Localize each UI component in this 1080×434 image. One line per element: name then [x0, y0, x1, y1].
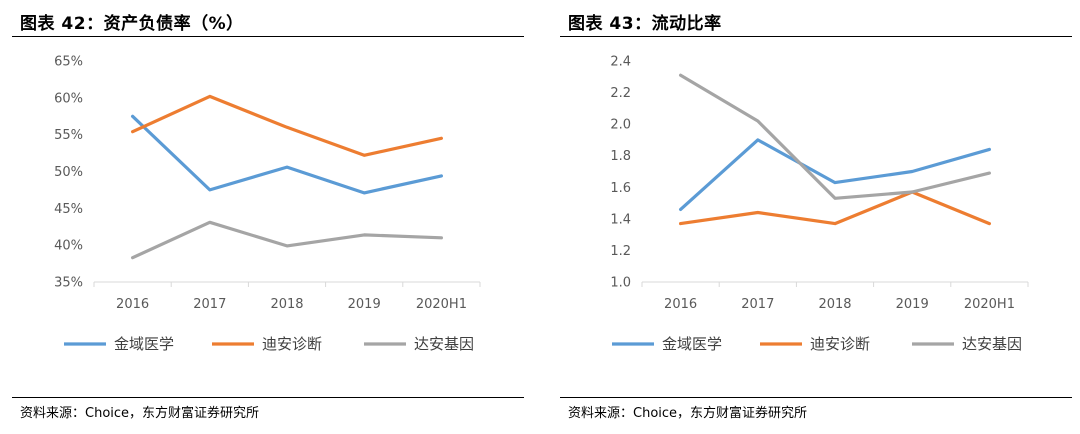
chart-title: 图表 43：流动比率: [568, 14, 722, 34]
x-tick-label: 2020H1: [416, 297, 467, 312]
series-line: [678, 190, 991, 226]
x-tick-label: 2018: [270, 297, 303, 312]
y-tick-label: 55%: [54, 128, 83, 143]
chart-title: 图表 42：资产负债率（%）: [20, 14, 244, 34]
series-line: [130, 220, 443, 260]
y-tick-label: 1.8: [610, 149, 631, 164]
y-tick-label: 50%: [54, 165, 83, 180]
x-tick-label: 2017: [741, 297, 774, 312]
series-line: [678, 73, 991, 200]
series-line: [130, 114, 443, 195]
x-tick-label: 2018: [818, 297, 851, 312]
x-tick-label: 2017: [193, 297, 226, 312]
series-line: [678, 138, 991, 211]
chart-panel-left: 图表 42：资产负债率（%） 35% 40% 45% 50% 55% 60% 65% 2016…: [12, 0, 532, 434]
y-tick-label: 60%: [54, 91, 83, 106]
legend-label: 金域医学: [114, 335, 174, 353]
y-tick-label: 45%: [54, 202, 83, 217]
y-tick-label: 35%: [54, 276, 83, 291]
title-rule: [560, 36, 1072, 37]
y-tick-label: 1.6: [610, 181, 631, 196]
chart-panel-right: 图表 43：流动比率 1.0 1.2 1.4 1.6 1.8 2.0 2.2 2.4 2016 2…: [560, 0, 1080, 434]
legend-label: 金域医学: [662, 335, 722, 353]
x-tick-label: 2020H1: [964, 297, 1015, 312]
x-tick-label: 2016: [116, 297, 149, 312]
source-note: 资料来源：Choice，东方财富证券研究所: [568, 406, 808, 421]
line-chart-current-ratio: 1.0 1.2 1.4 1.6 1.8 2.0 2.2 2.4 2016 2017 2018 2019…: [610, 55, 1029, 353]
y-tick-label: 65%: [54, 55, 83, 70]
source-rule: [12, 397, 524, 398]
y-tick-label: 2.0: [610, 118, 631, 133]
source-rule: [560, 397, 1072, 398]
y-tick-label: 40%: [54, 239, 83, 254]
legend-label: 迪安诊断: [262, 335, 322, 353]
legend-label: 达安基因: [962, 335, 1022, 353]
series-line: [130, 94, 443, 157]
line-chart-debt-ratio: 35% 40% 45% 50% 55% 60% 65% 2016 2017 2018 2019 202…: [54, 55, 481, 353]
y-tick-label: 2.4: [610, 55, 631, 70]
legend-label: 迪安诊断: [810, 335, 870, 353]
y-tick-label: 2.2: [610, 86, 631, 101]
title-rule: [12, 36, 524, 37]
legend-label: 达安基因: [414, 335, 474, 353]
x-tick-label: 2019: [348, 297, 381, 312]
y-tick-label: 1.0: [610, 276, 631, 291]
x-tick-label: 2016: [664, 297, 697, 312]
source-note: 资料来源：Choice，东方财富证券研究所: [20, 406, 260, 421]
x-tick-label: 2019: [896, 297, 929, 312]
y-tick-label: 1.4: [610, 212, 631, 227]
y-tick-label: 1.2: [610, 244, 631, 259]
